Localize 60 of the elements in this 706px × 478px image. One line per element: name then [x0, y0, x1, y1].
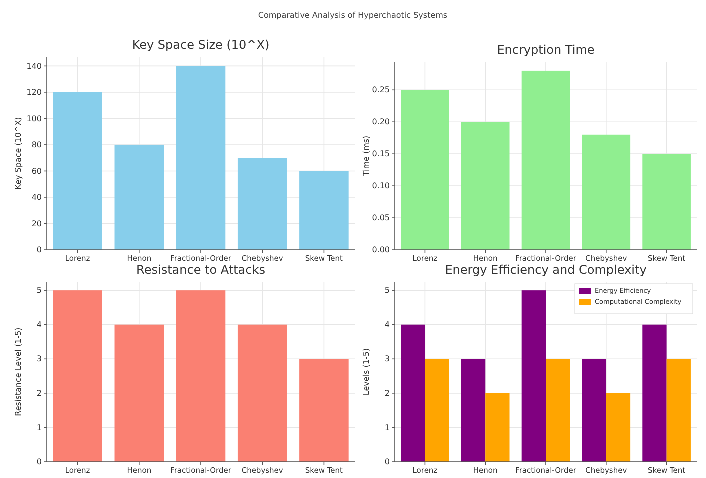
- y-tick-label: 2: [36, 388, 42, 398]
- y-tick-label: 140: [26, 62, 42, 71]
- bar: [401, 324, 426, 462]
- bar: [176, 66, 226, 250]
- bar: [114, 144, 164, 250]
- y-axis-title: Key Space (10^X): [14, 117, 23, 190]
- bar: [642, 154, 691, 250]
- bar: [300, 171, 349, 250]
- bar: [300, 359, 349, 462]
- y-tick-label: 0.00: [372, 246, 390, 255]
- bar: [642, 324, 667, 462]
- y-tick-label: 0: [384, 458, 390, 467]
- bar: [238, 158, 288, 250]
- y-tick-label: 80: [32, 140, 42, 150]
- bar: [461, 359, 486, 462]
- y-tick-label: 0.15: [372, 150, 390, 159]
- y-tick-label: 20: [32, 219, 42, 228]
- y-tick-label: 3: [36, 354, 42, 364]
- bar: [461, 122, 510, 250]
- bar: [606, 393, 631, 462]
- y-tick-label: 5: [36, 286, 42, 296]
- bar: [582, 134, 631, 250]
- chart-title: Energy Efficiency and Complexity: [445, 263, 647, 277]
- y-tick-label: 5: [384, 286, 390, 296]
- bar: [425, 359, 450, 462]
- y-tick-label: 100: [26, 114, 42, 124]
- bar: [114, 324, 164, 462]
- y-tick-label: 0.10: [372, 182, 390, 191]
- bar: [401, 90, 450, 250]
- bar: [53, 290, 102, 462]
- y-axis-title: Levels (1-5): [362, 348, 371, 396]
- bar: [666, 359, 691, 462]
- y-tick-label: 4: [36, 320, 42, 330]
- bar: [176, 290, 226, 462]
- bar: [582, 359, 606, 462]
- y-tick-label: 0.05: [372, 214, 390, 223]
- y-tick-label: 0: [36, 246, 42, 255]
- chart-title: Key Space Size (10^X): [132, 38, 270, 52]
- bar: [53, 92, 102, 250]
- text: Comparative Analysis of Hyperchaotic Systems: [258, 11, 448, 20]
- y-tick-label: 120: [26, 88, 42, 98]
- bar: [522, 290, 546, 462]
- y-axis-title: Time (ms): [362, 136, 371, 178]
- chart-title: Resistance to Attacks: [136, 263, 266, 277]
- y-tick-label: 3: [384, 354, 390, 364]
- y-tick-label: 40: [32, 193, 42, 202]
- bar: [546, 359, 570, 462]
- bar: [522, 70, 570, 250]
- y-tick-label: 0: [36, 458, 42, 467]
- y-tick-label: 0.25: [372, 86, 390, 95]
- y-tick-label: 1: [36, 423, 42, 432]
- y-tick-label: 2: [384, 388, 390, 398]
- y-tick-label: 4: [384, 320, 390, 330]
- chart-title: Encryption Time: [497, 43, 595, 57]
- y-axis-title: Resistance Level (1-5): [14, 328, 23, 416]
- y-tick-label: 0.20: [372, 118, 390, 127]
- bar: [486, 393, 510, 462]
- y-tick-label: 60: [32, 166, 42, 176]
- bar: [238, 324, 288, 462]
- y-tick-label: 1: [384, 423, 390, 432]
